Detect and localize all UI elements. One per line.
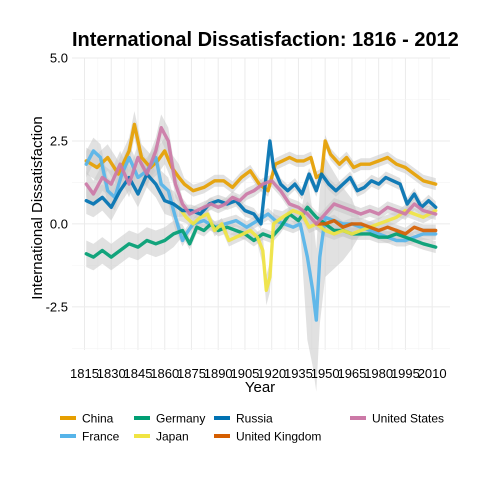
- series-line-united-kingdom: [314, 218, 438, 236]
- legend-label: France: [82, 430, 120, 444]
- legend-item-united-kingdom: United Kingdom: [214, 430, 321, 444]
- x-tick-label: 1860: [150, 366, 179, 381]
- y-tick-label: 5.0: [50, 51, 68, 66]
- legend-label: Russia: [236, 412, 273, 426]
- series-line-germany: [84, 205, 438, 259]
- x-tick-label: 1965: [337, 366, 366, 381]
- band-japan: [178, 194, 436, 306]
- x-tick-label: 1950: [311, 366, 340, 381]
- legend-item-japan: Japan: [134, 430, 189, 444]
- x-tick-label: 1845: [124, 366, 153, 381]
- x-axis-title: Year: [245, 379, 275, 396]
- series-line-united-states: [84, 126, 438, 226]
- x-tick-label: 1980: [364, 366, 393, 381]
- confidence-bands: [86, 111, 436, 392]
- x-tick-label: 1830: [97, 366, 126, 381]
- series-line-japan: [177, 205, 438, 292]
- legend-item-china: China: [60, 412, 114, 426]
- legend-label: Germany: [156, 412, 205, 426]
- x-tick-label: 1890: [204, 366, 233, 381]
- x-tick-labels: 1815183018451860187518901905192019351950…: [70, 366, 447, 381]
- series-line-russia: [84, 139, 438, 226]
- legend-item-germany: Germany: [134, 412, 205, 426]
- series-lines: [84, 122, 438, 322]
- y-axis-title: International Dissatisfaction: [29, 116, 46, 299]
- x-tick-label: 1920: [257, 366, 286, 381]
- y-tick-label: -2.5: [46, 299, 68, 314]
- x-tick-label: 1995: [391, 366, 420, 381]
- y-tick-label: 2.5: [50, 133, 68, 148]
- legend-label: Japan: [156, 430, 189, 444]
- legend-item-russia: Russia: [214, 412, 273, 426]
- x-tick-label: 1905: [230, 366, 259, 381]
- x-tick-label: 1935: [284, 366, 313, 381]
- chart-title: International Dissatisfaction: 1816 - 20…: [72, 29, 459, 51]
- y-tick-label: 0.0: [50, 216, 68, 231]
- x-tick-label: 1875: [177, 366, 206, 381]
- y-tick-labels: -2.5 0.0 2.5 5.0: [46, 51, 68, 315]
- legend-label: United States: [372, 412, 444, 426]
- x-tick-label: 1815: [70, 366, 99, 381]
- legend-item-united-states: United States: [350, 412, 444, 426]
- legend: China France Germany Japan Russia United King…: [60, 412, 444, 444]
- legend-label: United Kingdom: [236, 430, 321, 444]
- legend-label: China: [82, 412, 114, 426]
- legend-item-france: France: [60, 430, 120, 444]
- x-tick-label: 2010: [418, 366, 447, 381]
